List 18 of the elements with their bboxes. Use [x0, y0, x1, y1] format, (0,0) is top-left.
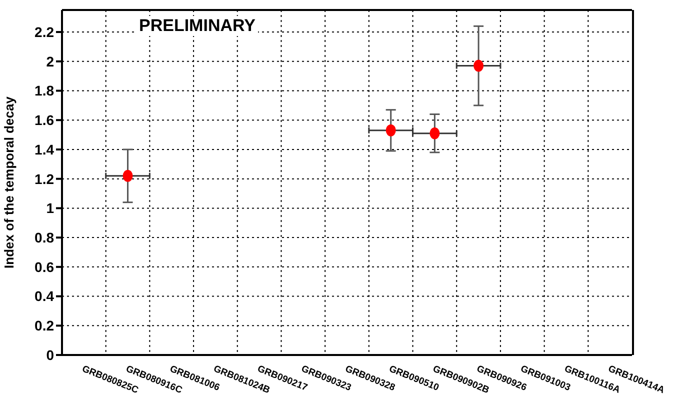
- y-tick-label: 1: [46, 200, 54, 216]
- point: [386, 124, 396, 136]
- point: [430, 127, 440, 140]
- y-tick-label: 1.8: [34, 82, 54, 99]
- y-tick-label: 2.2: [34, 24, 54, 40]
- y-tick-label: 2: [46, 53, 54, 70]
- y-tick-label: 1.6: [34, 112, 54, 128]
- y-tick-label: 1.2: [34, 170, 54, 187]
- y-tick-label: 0.4: [34, 288, 54, 304]
- y-tick-label: 1.4: [34, 141, 54, 158]
- y-tick-label: 0: [46, 346, 54, 363]
- y-tick-label: 0.6: [34, 258, 54, 275]
- y-tick-label: 0.2: [34, 318, 54, 334]
- y-tick-label: 0.8: [34, 230, 54, 246]
- y-axis-title: Index of the temporal decay: [2, 96, 17, 268]
- annotation: PRELIMINARY: [137, 16, 258, 36]
- point: [122, 170, 133, 182]
- point: [474, 60, 484, 72]
